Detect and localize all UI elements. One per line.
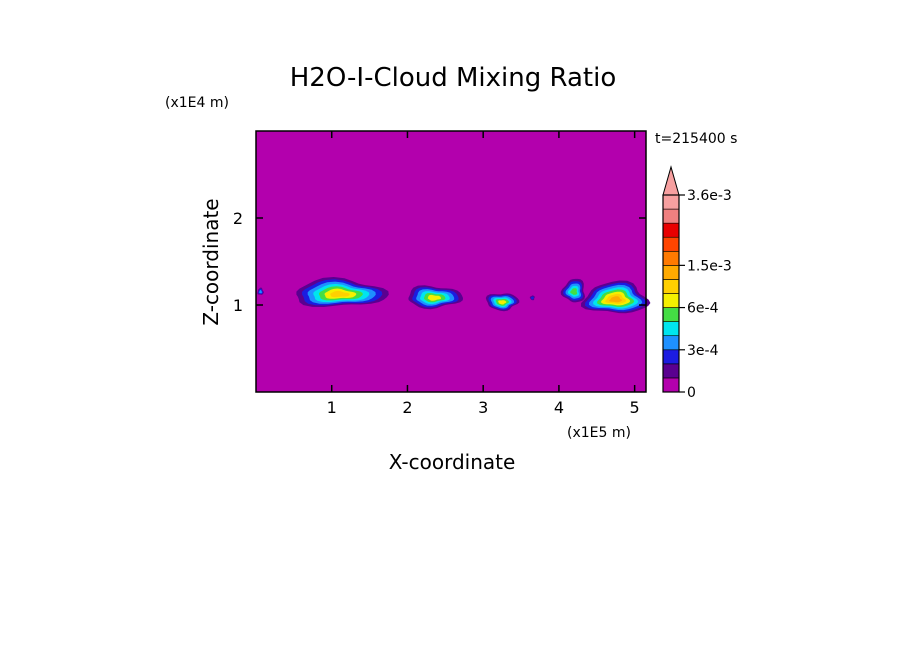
- y-unit-label: (x1E4 m): [165, 95, 229, 111]
- plot-background: [256, 131, 646, 392]
- cloud-contour: [330, 290, 350, 298]
- cloud-patch: [296, 277, 389, 307]
- cloud-contour: [609, 296, 623, 303]
- cloud-patch: [408, 285, 463, 310]
- colorbar-band: [662, 335, 680, 351]
- colorbar-band: [662, 208, 680, 224]
- y-tick-label: 2: [233, 209, 243, 228]
- colorbar-band: [662, 293, 680, 308]
- cloud-contour: [259, 290, 262, 294]
- colorbar-band: [662, 349, 680, 365]
- colorbar-band: [662, 250, 680, 266]
- colorbar-band: [662, 377, 680, 393]
- colorbar-band: [662, 279, 680, 294]
- colorbar-extend-arrow: [662, 165, 680, 196]
- x-tick-label: 1: [327, 398, 337, 417]
- plot-area: [255, 130, 651, 393]
- colorbar-label: 0: [687, 385, 696, 401]
- cloud-patch: [485, 293, 520, 312]
- x-unit-label: (x1E5 m): [567, 425, 631, 441]
- cloud-patch: [581, 280, 651, 314]
- x-axis-label: X-coordinate: [389, 450, 516, 474]
- x-tick-label: 2: [402, 398, 412, 417]
- cloud-contour: [530, 296, 534, 300]
- colorbar-band: [662, 222, 680, 238]
- colorbar-label: 6e-4: [687, 301, 719, 317]
- colorbar-band: [662, 194, 680, 210]
- cloud-patch: [560, 278, 585, 303]
- cloud-patch: [529, 295, 535, 301]
- cloud-contour: [427, 294, 441, 301]
- x-tick-label: 4: [554, 398, 564, 417]
- x-tick-label: 3: [478, 398, 488, 417]
- plot-frame: [255, 130, 647, 393]
- cloud-contour: [570, 288, 578, 295]
- cloud-patch: [257, 287, 264, 295]
- colorbar-band: [662, 307, 680, 322]
- y-tick-label: 1: [233, 296, 243, 315]
- colorbar-band: [662, 321, 680, 337]
- cloud-contour: [498, 300, 507, 305]
- colorbar: 0 3e-4 6e-4 1.5e-3 3.6e-3: [662, 165, 732, 401]
- colorbar-label: 3e-4: [687, 343, 719, 359]
- colorbar-band: [662, 265, 680, 280]
- colorbar-label: 3.6e-3: [687, 188, 732, 204]
- time-label: t=215400 s: [655, 131, 737, 147]
- chart-title: H2O-I-Cloud Mixing Ratio: [290, 63, 617, 93]
- x-axis: 1 2 3 4 5: [327, 131, 640, 417]
- x-tick-label: 5: [630, 398, 640, 417]
- y-axis-label: Z-coordinate: [199, 198, 223, 325]
- colorbar-label: 1.5e-3: [687, 258, 732, 274]
- colorbar-frame: [662, 194, 680, 393]
- y-axis: 12: [233, 209, 646, 315]
- colorbar-band: [662, 236, 680, 252]
- colorbar-band: [662, 363, 680, 379]
